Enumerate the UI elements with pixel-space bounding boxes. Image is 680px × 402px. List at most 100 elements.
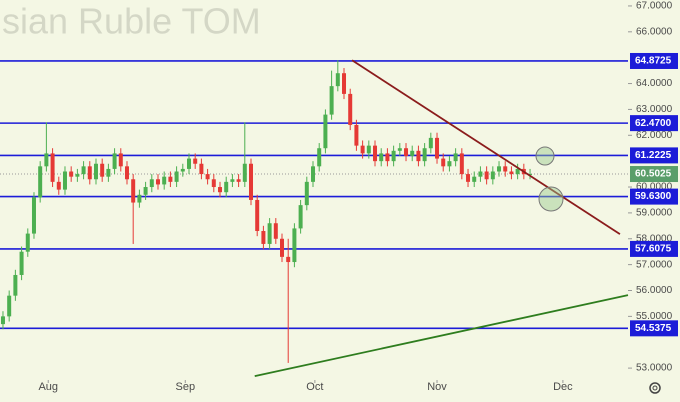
candle-body	[13, 274, 18, 296]
y-tick-label: 63.0000	[636, 104, 673, 115]
candle-body	[25, 233, 30, 252]
candle-body	[428, 137, 433, 149]
candle-body	[106, 168, 111, 177]
candle-body	[397, 148, 402, 151]
candle-body	[124, 166, 129, 180]
y-tick-label: 58.0000	[636, 233, 673, 244]
y-tick-label: 56.0000	[636, 285, 673, 296]
level-label: 57.6075	[635, 244, 672, 255]
candle-body	[441, 158, 446, 167]
candle-body	[360, 145, 365, 154]
trend-line	[351, 59, 621, 235]
y-tick-label: 55.0000	[636, 311, 673, 322]
candle-body	[416, 150, 421, 162]
candle-body	[317, 148, 322, 167]
candle-body	[348, 93, 353, 125]
y-tick-label: 67.0000	[636, 1, 673, 12]
y-tick-label: 57.0000	[636, 259, 673, 270]
candle-body	[168, 176, 173, 182]
candle-body	[217, 187, 222, 193]
candle-body	[273, 223, 278, 239]
candle-body	[199, 163, 204, 175]
y-tick-label: 53.0000	[636, 363, 673, 374]
candle-body	[230, 179, 235, 182]
level-label: 64.8725	[635, 56, 672, 67]
candle-body	[484, 171, 489, 180]
annotation-circle	[538, 186, 564, 212]
last-price-box	[630, 166, 678, 183]
x-tick-label: Nov	[427, 381, 447, 393]
candle-body	[131, 179, 136, 203]
candle-body	[304, 181, 309, 206]
candle-body	[292, 228, 297, 263]
candle-body	[249, 163, 254, 200]
plot	[0, 59, 629, 377]
candle-body	[391, 150, 396, 162]
candle-body	[373, 145, 378, 162]
candle-body	[528, 174, 533, 176]
candle-body	[44, 153, 49, 167]
candle-body	[335, 73, 340, 87]
candle-body	[509, 171, 514, 175]
y-tick-label: 60.0000	[636, 182, 673, 193]
candle-body	[298, 205, 303, 229]
level-label: 59.6300	[635, 191, 672, 202]
candle-body	[261, 231, 266, 244]
annotation-circle	[535, 146, 555, 166]
last-price-label: 60.5025	[635, 169, 672, 180]
candle-body	[93, 163, 98, 180]
candle-body	[311, 166, 316, 182]
level-label: 54.5375	[635, 323, 672, 334]
candle-body	[435, 137, 440, 159]
candle-body	[466, 174, 471, 182]
level-label: 62.4700	[635, 118, 672, 129]
candle-body	[236, 179, 241, 182]
candle-body	[515, 168, 520, 175]
level-label-box	[630, 188, 678, 205]
candle-body	[354, 124, 359, 146]
candle-body	[267, 223, 272, 244]
candle-body	[478, 171, 483, 177]
candle-body	[81, 166, 86, 175]
candle-body	[323, 114, 328, 149]
level-label-box	[630, 115, 678, 132]
candle-body	[286, 256, 291, 263]
candle-body	[118, 153, 123, 167]
candle-body	[137, 194, 142, 203]
y-tick-label: 62.0000	[636, 130, 673, 141]
candle-body	[162, 176, 167, 185]
watermark-title: sian Ruble TOM	[2, 1, 261, 42]
candle-body	[329, 86, 334, 115]
candle-body	[174, 171, 179, 182]
candle-body	[503, 166, 508, 172]
candle-body	[31, 197, 36, 234]
candle-body	[149, 179, 154, 188]
candle-body	[497, 166, 502, 172]
candle-body	[459, 153, 464, 175]
gear[interactable]	[649, 382, 661, 394]
level-label-box	[630, 52, 678, 69]
candle-body	[255, 199, 260, 232]
candle-body	[100, 163, 105, 177]
gear-center[interactable]	[652, 385, 658, 391]
candle-body	[453, 153, 458, 162]
candle-body	[342, 73, 347, 94]
candle-body	[69, 171, 74, 177]
candle-body	[490, 171, 495, 180]
candle-body	[50, 153, 55, 182]
candle-body	[87, 166, 92, 180]
candle-body	[143, 187, 148, 195]
candle-body	[366, 145, 371, 154]
settings-icon[interactable]	[649, 382, 661, 394]
candle-body	[410, 150, 415, 156]
candle-body	[7, 295, 12, 317]
candle-body	[19, 251, 24, 275]
candle-body	[0, 316, 5, 325]
candle-body	[38, 166, 43, 198]
candle-body	[211, 179, 216, 188]
candle-body	[404, 148, 409, 156]
candle-body	[112, 153, 117, 169]
candle-body	[186, 158, 191, 169]
candle-body	[242, 163, 247, 182]
